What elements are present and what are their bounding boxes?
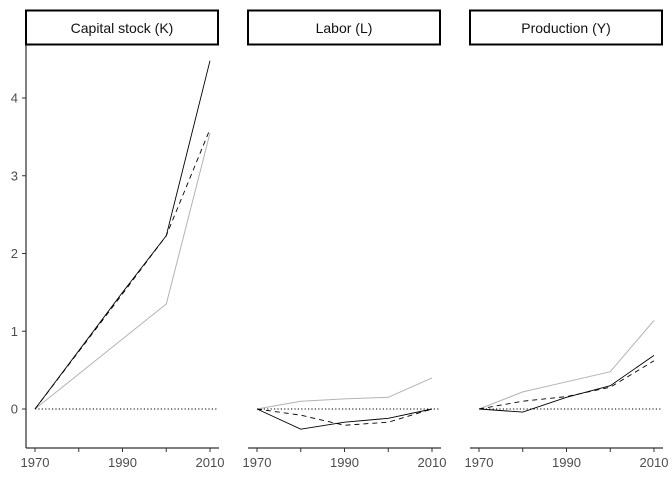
- series-line-dashed: [256, 408, 433, 426]
- x-tick-label: 1990: [552, 455, 581, 470]
- panel-title: Production (Y): [521, 20, 610, 36]
- x-tick-label: 2010: [418, 455, 447, 470]
- panel-strip: [469, 9, 663, 46]
- series-line-solid-grey: [256, 377, 433, 410]
- panel-capital-stock: Capital stock (K): [25, 9, 219, 46]
- series-line-solid-grey: [34, 132, 211, 410]
- series-line-dashed: [478, 360, 655, 410]
- x-tick-label: 2010: [196, 455, 225, 470]
- series-line-solid-black: [478, 355, 655, 413]
- panel-strip: [247, 9, 441, 46]
- panel-title: Labor (L): [316, 20, 373, 36]
- panel-title: Capital stock (K): [71, 20, 174, 36]
- x-tick-label: 1970: [21, 455, 50, 470]
- x-tick-label: 1970: [465, 455, 494, 470]
- series-line-dashed: [34, 128, 211, 410]
- plot-layer: 1970 1990 2010 0 1 2 3 4 1970 1990 2010 1970 1990 201…: [11, 45, 669, 470]
- panel-production: Production (Y): [469, 9, 663, 46]
- x-tick-label: 2010: [640, 455, 669, 470]
- panel-strip: [25, 9, 219, 46]
- y-tick-label: 0: [11, 402, 18, 417]
- series-line-solid-black: [256, 408, 433, 430]
- x-tick-label: 1990: [330, 455, 359, 470]
- y-tick-label: 2: [11, 246, 18, 261]
- panel-labor: Labor (L): [247, 9, 441, 46]
- y-tick-label: 4: [11, 91, 18, 106]
- y-tick-label: 3: [11, 168, 18, 183]
- x-tick-label: 1990: [108, 455, 137, 470]
- x-tick-label: 1970: [243, 455, 272, 470]
- y-tick-label: 1: [11, 324, 18, 339]
- series-line-solid-grey: [478, 320, 655, 410]
